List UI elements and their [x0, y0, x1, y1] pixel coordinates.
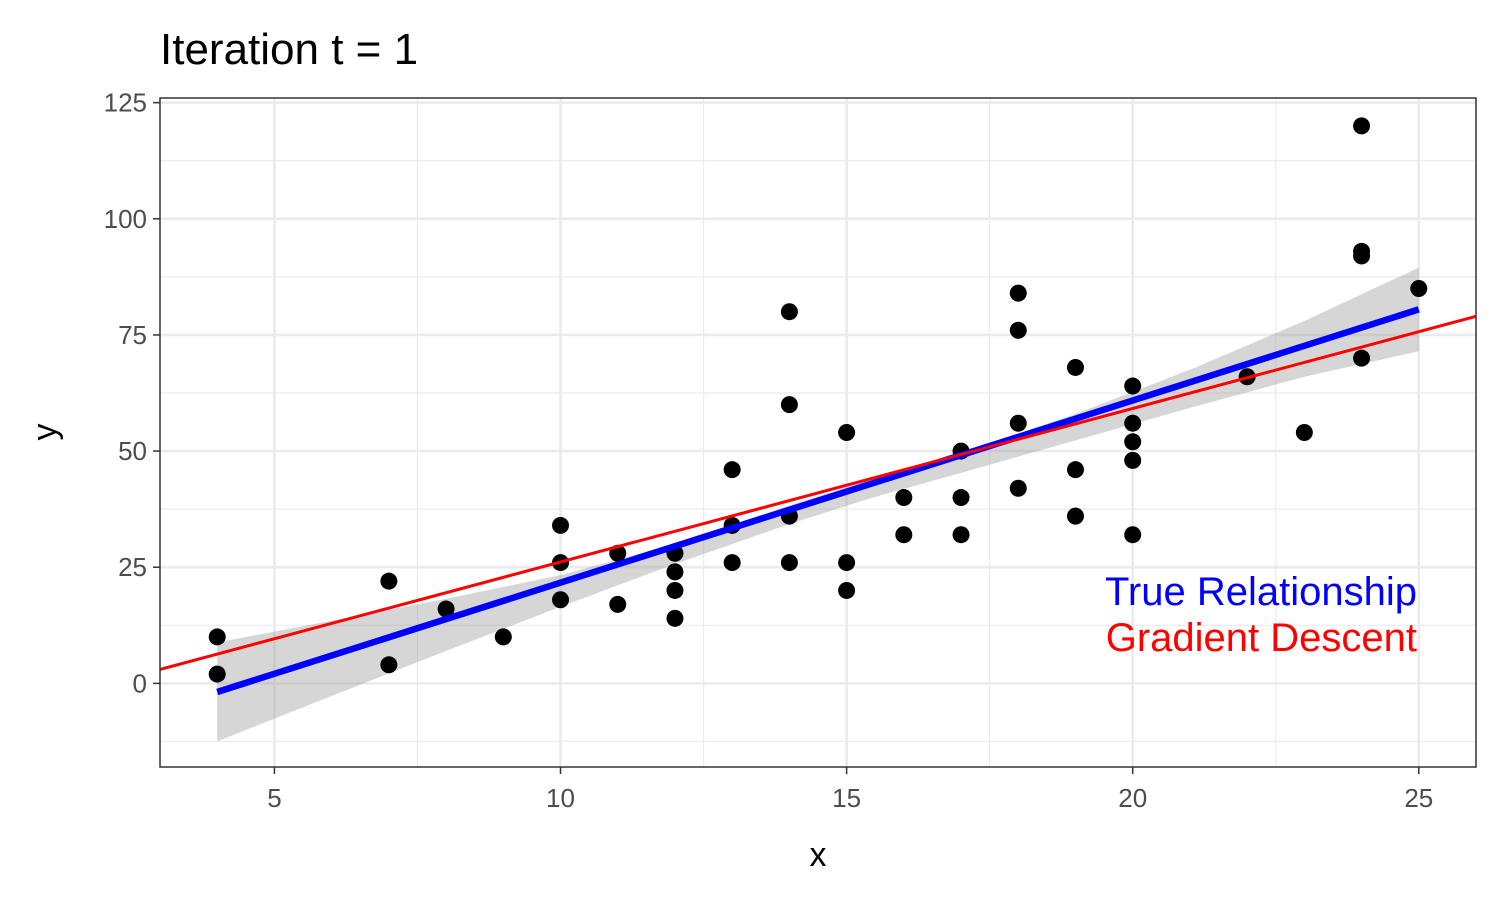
data-point	[838, 581, 856, 599]
minor-gridlines	[160, 98, 1476, 767]
data-point	[1353, 242, 1371, 260]
annotation-true-relationship: True Relationship	[1105, 570, 1417, 614]
x-tick-label: 20	[1118, 783, 1147, 813]
data-point	[952, 526, 970, 544]
data-point	[380, 572, 398, 590]
data-point	[552, 591, 570, 609]
confidence-band-layer	[217, 267, 1419, 742]
confidence-band	[217, 267, 1419, 742]
y-tick-label: 50	[118, 436, 147, 466]
y-tick-label: 25	[118, 552, 147, 582]
data-point	[1124, 433, 1142, 451]
data-point	[780, 554, 798, 572]
data-point	[1009, 284, 1027, 302]
x-tick-label: 5	[267, 783, 281, 813]
x-axis-title: x	[810, 836, 827, 874]
gradient-descent-line	[159, 314, 1477, 671]
data-point	[1353, 117, 1371, 135]
data-point	[1066, 461, 1084, 479]
plot-border	[159, 97, 1477, 768]
data-point	[1295, 424, 1313, 441]
regression-lines	[159, 306, 1477, 696]
annotation-gradient-descent: Gradient Descent	[1106, 616, 1417, 660]
y-tick-label: 125	[104, 88, 147, 118]
data-point	[1066, 358, 1084, 376]
data-point	[838, 554, 856, 572]
y-axis-ticks: 0 25 50 75 100 125	[104, 88, 160, 698]
y-axis-title: y	[26, 424, 64, 441]
data-point	[666, 609, 684, 627]
data-point	[1009, 321, 1027, 339]
data-point	[1066, 507, 1084, 525]
y-tick-label: 75	[118, 320, 147, 350]
data-point	[723, 461, 741, 479]
data-point	[208, 665, 226, 683]
major-gridlines	[160, 98, 1476, 767]
data-point	[552, 516, 570, 534]
x-tick-label: 10	[546, 783, 575, 813]
true-relationship-line	[216, 306, 1420, 696]
data-point	[780, 396, 798, 414]
x-axis-ticks: 5 10 15 20 25	[267, 767, 1433, 813]
data-point	[1009, 414, 1027, 432]
y-tick-label: 100	[104, 204, 147, 234]
data-point	[380, 656, 398, 674]
data-point	[208, 628, 226, 646]
x-tick-label: 15	[832, 783, 861, 813]
data-point	[1124, 377, 1142, 395]
y-tick-label: 0	[133, 668, 147, 698]
plot-panel	[160, 98, 1476, 767]
data-point	[1009, 479, 1027, 497]
data-point	[666, 563, 684, 581]
data-point	[1124, 526, 1142, 544]
chart-title: Iteration t = 1	[160, 25, 418, 74]
data-point	[1124, 451, 1142, 469]
data-point	[838, 424, 856, 441]
data-point	[609, 595, 627, 613]
data-point	[895, 489, 913, 507]
data-point	[1124, 414, 1142, 432]
data-point	[494, 628, 512, 646]
data-point	[895, 526, 913, 544]
data-point	[666, 581, 684, 599]
data-point	[780, 303, 798, 321]
data-point	[1353, 349, 1371, 367]
data-point	[1410, 279, 1428, 297]
data-point	[437, 600, 455, 618]
data-point	[723, 554, 741, 572]
x-tick-label: 25	[1404, 783, 1433, 813]
data-point	[952, 489, 970, 507]
